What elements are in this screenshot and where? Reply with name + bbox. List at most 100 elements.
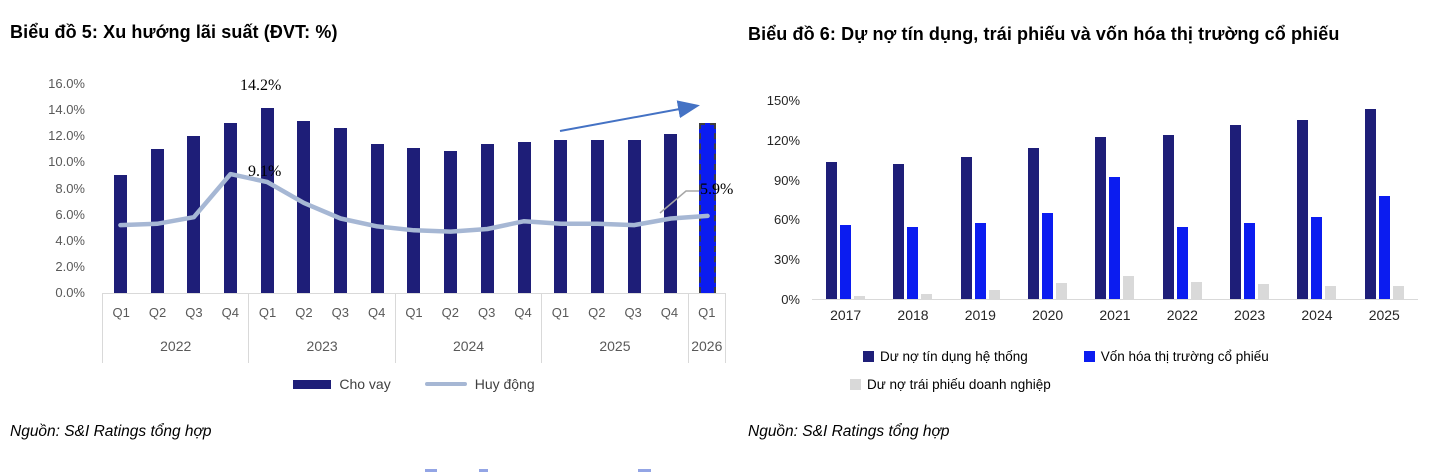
legend-item-cho-vay: Cho vay — [293, 376, 391, 392]
quarter-label: Q1 — [405, 304, 423, 320]
y-tick-label: 120% — [766, 132, 800, 148]
chart5-legend: Cho vay Huy động — [102, 376, 726, 392]
chart5-source-note: Nguồn: S&I Ratings tổng hợp — [10, 423, 212, 440]
lending-rate-bar — [480, 144, 494, 293]
quarter-label: Q4 — [367, 304, 386, 320]
lending-rate-bar — [260, 107, 274, 293]
y-tick-label: 10.0% — [48, 154, 85, 170]
x-axis-year-group: Q1 Q2 Q3 Q4 2023 — [249, 294, 396, 363]
bar — [1392, 285, 1404, 299]
bar-slot — [616, 84, 653, 293]
bar — [1244, 223, 1256, 299]
bar-slot — [359, 84, 396, 293]
x-axis-year-group: Q1 Q2 Q3 Q4 2024 — [396, 294, 543, 363]
legend-label: Dư nợ tín dụng hệ thống — [880, 349, 1028, 364]
bar — [1028, 147, 1040, 299]
bar-slot — [175, 84, 212, 293]
lending-rate-bar — [297, 120, 311, 293]
chart5-plot-area: 14.2% 9.1% 5.9% — [102, 77, 733, 293]
cutoff-text-fragment — [479, 469, 488, 472]
x-tick-label: 2017 — [830, 307, 862, 323]
quarter-label: Q3 — [185, 304, 203, 320]
bar — [826, 162, 838, 299]
bar-group-2018 — [879, 101, 946, 299]
quarter-label: Q3 — [331, 304, 349, 320]
year-label: 2025 — [599, 338, 631, 354]
bar — [1311, 216, 1323, 299]
line-series-swatch — [424, 381, 467, 387]
bar-group-2019 — [947, 101, 1014, 299]
bar — [1176, 227, 1188, 299]
bar-slot — [542, 84, 579, 293]
bar — [960, 157, 972, 299]
bar-slot — [506, 84, 543, 293]
bar-slot — [286, 84, 323, 293]
line-end-annotation: 5.9% — [700, 181, 734, 198]
chart6-plot-area — [812, 101, 1418, 300]
x-tick-label: 2023 — [1234, 307, 1266, 323]
chart6-title: Biểu đồ 6: Dự nợ tín dụng, trái phiếu và… — [748, 24, 1340, 44]
y-tick-label: 30% — [773, 252, 800, 268]
x-axis-year-group: Q1 Q2 Q3 Q4 2025 — [542, 294, 689, 363]
bar — [1230, 125, 1242, 299]
bar — [1190, 281, 1202, 299]
quarter-label: Q3 — [624, 304, 642, 320]
quarter-label: Q4 — [660, 304, 679, 320]
quarter-label: Q2 — [441, 304, 460, 320]
x-axis-year-group: Q1 2026 — [689, 294, 726, 363]
x-axis-year-group: Q1 Q2 Q3 Q4 2022 — [103, 294, 250, 363]
legend-label: Huy động — [474, 376, 535, 392]
lending-rate-bar — [444, 150, 458, 293]
bar — [1378, 195, 1390, 299]
year-label: 2023 — [306, 338, 338, 354]
y-tick-label: 2.0% — [55, 258, 85, 274]
interest-rate-chart-panel: Biểu đồ 5: Xu hướng lãi suất (ĐVT: %) 16… — [10, 22, 733, 440]
bar — [854, 296, 866, 299]
line-peak-annotation: 9.1% — [248, 163, 282, 180]
cutoff-text-fragment — [638, 469, 651, 472]
bar-slot — [469, 84, 506, 293]
y-tick-label: 4.0% — [55, 232, 85, 248]
legend-label: Vốn hóa thị trường cổ phiếu — [1100, 349, 1269, 364]
lending-rate-bar — [627, 140, 641, 293]
bar-group-2023 — [1216, 101, 1283, 299]
chart5-title: Biểu đồ 5: Xu hướng lãi suất (ĐVT: %) — [10, 22, 338, 42]
lending-rate-bar — [407, 148, 421, 293]
bar — [1123, 276, 1135, 299]
legend-item-du-no-tin-dung: Dư nợ tín dụng hệ thống — [863, 349, 1028, 364]
credit-series-swatch — [863, 351, 874, 362]
bar — [1258, 284, 1270, 299]
quarter-label: Q4 — [221, 304, 239, 320]
bar-group-2025 — [1351, 101, 1418, 299]
bond-series-swatch — [850, 379, 861, 390]
forecast-bar — [699, 123, 717, 293]
y-tick-label: 8.0% — [55, 180, 85, 196]
legend-item-trai-phieu: Dư nợ trái phiếu doanh nghiệp — [850, 377, 1269, 392]
x-tick-label: 2025 — [1368, 307, 1400, 323]
bar — [907, 227, 919, 299]
bar-slot — [322, 84, 359, 293]
x-tick-label: 2018 — [897, 307, 929, 323]
lending-rate-bar — [150, 149, 164, 293]
bar — [921, 293, 933, 299]
bar — [1162, 134, 1174, 299]
quarter-label: Q4 — [514, 304, 532, 320]
chart6-legend: Dư nợ tín dụng hệ thống Vốn hóa thị trườ… — [850, 349, 1269, 392]
chart5-x-axis: Q1 Q2 Q3 Q4 2022 Q1 Q2 Q3 Q4 2023 Q1 Q2 Q3 Q4 2024 Q1 Q2… — [102, 293, 726, 363]
quarter-label: Q2 — [148, 304, 167, 320]
bar — [1109, 176, 1121, 299]
quarter-label: Q3 — [478, 304, 496, 320]
lending-rate-bar — [113, 175, 127, 293]
bar-group-2024 — [1283, 101, 1350, 299]
legend-row: Dư nợ trái phiếu doanh nghiệp — [850, 377, 1269, 392]
credit-bond-marketcap-chart-panel: Biểu đồ 6: Dự nợ tín dụng, trái phiếu và… — [740, 0, 1444, 472]
bar-slot — [432, 84, 469, 293]
bar-peak-annotation: 14.2% — [240, 77, 282, 94]
bar — [1095, 137, 1107, 299]
y-tick-label: 0% — [781, 292, 800, 307]
bar-group-2020 — [1014, 101, 1081, 299]
year-label: 2026 — [691, 338, 723, 354]
year-label: 2022 — [160, 338, 192, 354]
bar-series-swatch — [293, 379, 332, 389]
x-tick-label: 2022 — [1166, 307, 1198, 323]
